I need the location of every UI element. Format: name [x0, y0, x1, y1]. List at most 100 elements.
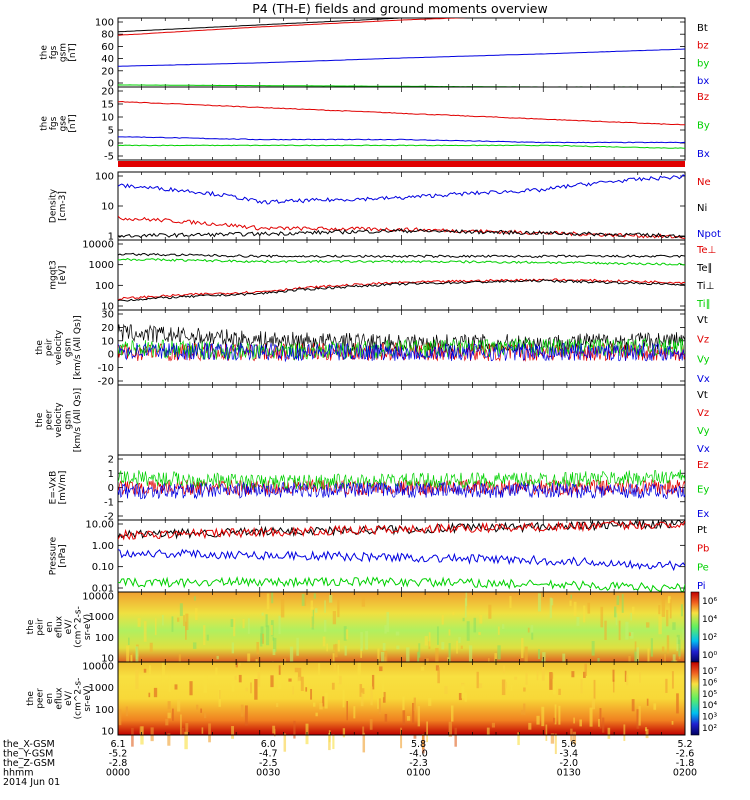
y-tick-label: 0.10 [92, 562, 114, 573]
spectrogram-cell [664, 653, 666, 663]
x-axis-value: -5.2 [109, 749, 128, 760]
spectrogram-cell [148, 692, 151, 698]
spectrogram-cell [647, 648, 650, 663]
spectrogram-cell [293, 720, 296, 739]
panel-ylabel: [km/s (All Qs)] [73, 388, 83, 452]
legend-label: bx [697, 76, 709, 87]
spectrogram-cell [257, 672, 261, 687]
spectrogram-cell [369, 719, 373, 730]
spectrogram-cell [479, 615, 483, 624]
spectrogram-cell [150, 727, 154, 742]
spectrogram-cell [377, 648, 380, 666]
spectrogram-cell [478, 632, 481, 636]
spectrogram-cell [272, 648, 276, 656]
y-tick-label: 100 [95, 18, 114, 29]
spectrogram-cell [464, 598, 467, 618]
spectrogram-cell [541, 706, 545, 727]
spectrogram-cell [591, 698, 596, 710]
legend-label: Ey [697, 485, 709, 496]
spectrogram-cell [615, 613, 618, 626]
spectrogram-cell [523, 687, 526, 692]
panel-ylabel: eflux [55, 687, 65, 710]
spectrogram-cell [418, 643, 421, 658]
panel-ylabel: [nPa] [58, 544, 68, 567]
panel-ylabel: [nT] [68, 114, 78, 132]
spectrogram-cell [528, 722, 532, 730]
legend-label: Vy [697, 426, 710, 437]
y-tick-label: 30 [101, 310, 114, 321]
spectrogram-cell [545, 724, 548, 741]
series-line-Ti∥ [118, 258, 685, 266]
spectrogram-cell [379, 666, 383, 672]
panel-ylabel: sr-eV) [83, 614, 93, 640]
legend-label: Vt [697, 390, 708, 401]
spectrogram-cell [365, 630, 369, 650]
spectrogram-cell [231, 726, 235, 739]
spectrogram-cell [497, 626, 500, 635]
spectrogram-cell [139, 726, 141, 734]
spectrogram-cell [501, 679, 506, 696]
spectrogram-cell [231, 680, 235, 692]
series-line-bx [118, 48, 685, 67]
spectrogram-cell [135, 646, 139, 667]
series-line-Te⊥ [118, 278, 685, 301]
spectrogram-cell [562, 653, 566, 667]
spectrogram-cell [318, 663, 321, 676]
panel-ylabel: (cm^2-s- [74, 606, 84, 648]
spectrogram-cell [468, 645, 473, 662]
spectrogram-cell [667, 597, 671, 604]
panel-ylabel: E=-VxB [49, 471, 59, 505]
spectrogram-cell [426, 721, 429, 743]
spectrogram-cell [514, 676, 518, 680]
spectrogram-cell [218, 688, 221, 707]
y-tick-label: 100 [95, 633, 114, 644]
spectrogram-cell [185, 613, 189, 631]
spectrogram-cell [333, 663, 337, 671]
spectrogram-cell [297, 667, 302, 681]
spectrogram-cell [597, 658, 600, 665]
spectrogram-cell [460, 645, 463, 650]
legend-label: Ez [697, 460, 709, 471]
panel-ylabel: sr-eV) [83, 685, 93, 711]
colorbar-label: 10⁷ [702, 667, 717, 677]
colorbar-label: 10⁴ [702, 701, 717, 711]
panel-ylabel: gsm [64, 338, 74, 357]
spectrogram-cell [276, 702, 279, 708]
spectrogram-cell [250, 682, 252, 694]
y-tick-label: 10 [101, 336, 114, 347]
y-tick-label: 100 [95, 172, 114, 183]
spectrogram-cell [346, 701, 349, 721]
x-axis-row-label: the_Z-GSM [3, 758, 55, 769]
spectrogram-cell [639, 672, 641, 683]
spectrogram-cell [658, 605, 661, 615]
spectrogram-cell [491, 722, 495, 728]
spectrogram-cell [671, 671, 674, 689]
spectrogram-cell [181, 727, 185, 735]
spectrogram-cell [466, 621, 470, 641]
spectrogram-cell [361, 596, 366, 607]
spectrogram-cell [591, 641, 595, 656]
series-line-Te∥ [118, 279, 685, 302]
spectrogram-cell [645, 729, 649, 739]
panel-ylabel: [mV/m] [58, 471, 68, 505]
x-axis-value: 0130 [557, 768, 581, 779]
spectrogram-cell [193, 596, 196, 601]
x-axis-value: 6.0 [261, 739, 276, 750]
series-line-Bz [118, 100, 685, 126]
spectrogram-cell [183, 615, 185, 627]
panel-peir_vel: the peir velocity gsm [km/s (All Qs)] 30 20 10 0… [35, 309, 710, 388]
spectrogram-cell [478, 683, 483, 689]
spectrogram-cell [324, 692, 328, 709]
spectrogram-cell [523, 703, 526, 715]
spectrogram-cell [452, 612, 455, 616]
series-line-Bt [118, 18, 414, 33]
spectrogram-cell [300, 676, 304, 691]
spectrogram-cell [338, 675, 342, 685]
y-tick-label: 10000 [82, 240, 114, 251]
spectrogram-cell [650, 638, 653, 657]
spectrogram-cell [174, 684, 178, 690]
spectrogram-cell [448, 643, 451, 664]
spectrogram-cell [552, 683, 556, 695]
spectrogram-cell [458, 692, 462, 701]
spectrogram-cell [623, 724, 626, 742]
